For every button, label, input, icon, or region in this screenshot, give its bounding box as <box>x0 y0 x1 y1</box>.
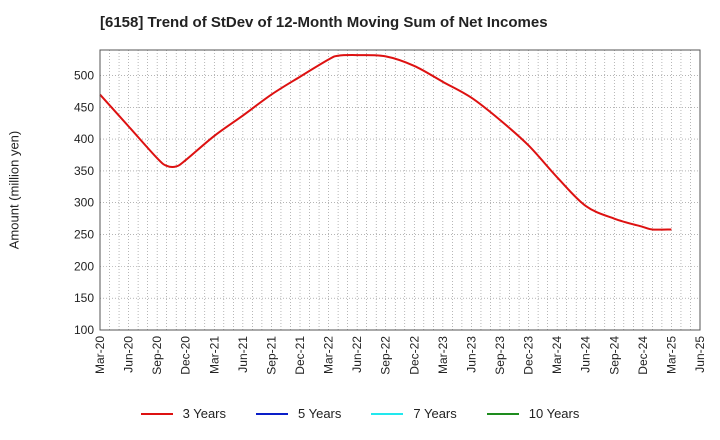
x-tick-label: Jun-21 <box>236 336 250 373</box>
x-tick-label: Jun-22 <box>350 336 364 373</box>
legend-label: 5 Years <box>298 406 342 421</box>
x-tick-label: Sep-24 <box>607 336 621 375</box>
x-tick-label: Dec-23 <box>522 336 536 375</box>
legend-item-10-years: 10 Years <box>486 406 580 421</box>
y-tick-label: 200 <box>74 259 94 273</box>
legend-swatch <box>486 412 519 415</box>
legend-item-7-years: 7 Years <box>371 406 457 421</box>
legend-swatch <box>256 412 288 415</box>
y-tick-label: 450 <box>74 100 94 114</box>
plot-frame <box>99 49 701 331</box>
y-tick-label: 400 <box>74 132 94 146</box>
line-chart: 100 150 200 250 300 350 400 450 500 Mar-20 Jun-20… <box>74 49 707 375</box>
x-tick-label: Dec-24 <box>636 336 650 375</box>
y-tick-label: 250 <box>74 228 94 242</box>
x-tick-labels: Mar-20 Jun-20 Sep-20 Dec-20 Mar-21 Jun-21 Sep-… <box>93 336 707 375</box>
y-tick-label: 150 <box>74 291 94 305</box>
x-tick-label: Mar-20 <box>93 336 107 374</box>
x-tick-label: Mar-25 <box>664 336 678 374</box>
y-tick-labels: 100 150 200 250 300 350 400 450 500 <box>74 68 94 337</box>
x-tick-label: Jun-24 <box>579 336 593 373</box>
x-tick-label: Dec-20 <box>179 336 193 375</box>
x-tick-label: Sep-20 <box>150 336 164 375</box>
chart-title: [6158] Trend of StDev of 12-Month Moving… <box>100 14 548 31</box>
x-tick-label: Jun-25 <box>693 336 707 373</box>
plot-area <box>100 50 700 330</box>
x-tick-label: Mar-21 <box>207 336 221 374</box>
x-tick-label: Jun-23 <box>464 336 478 373</box>
series-lines <box>99 54 672 231</box>
x-tick-label: Mar-22 <box>322 336 336 374</box>
legend-swatch <box>371 412 404 415</box>
x-tick-label: Sep-22 <box>379 336 393 375</box>
y-tick-label: 500 <box>74 68 94 82</box>
legend-swatch <box>140 412 173 415</box>
x-tick-label: Mar-23 <box>436 336 450 374</box>
legend-item-5-years: 5 Years <box>256 406 341 421</box>
x-tick-label: Dec-21 <box>293 336 307 375</box>
y-tick-label: 100 <box>74 323 94 337</box>
x-tick-label: Sep-21 <box>264 336 278 375</box>
x-tick-label: Mar-24 <box>550 336 564 374</box>
x-tick-label: Jun-20 <box>122 336 136 373</box>
legend-item-3-years: 3 Years <box>140 406 226 421</box>
legend-label: 10 Years <box>528 406 580 421</box>
legend: 3 Years 5 Years 7 Years 10 Years <box>0 406 720 421</box>
x-tick-label: Dec-22 <box>407 336 421 375</box>
x-tick-label: Sep-23 <box>493 336 507 375</box>
legend-label: 3 Years <box>182 406 226 421</box>
legend-label: 7 Years <box>413 406 457 421</box>
y-tick-label: 350 <box>74 164 94 178</box>
y-tick-label: 300 <box>74 196 94 210</box>
series-line <box>99 54 672 231</box>
